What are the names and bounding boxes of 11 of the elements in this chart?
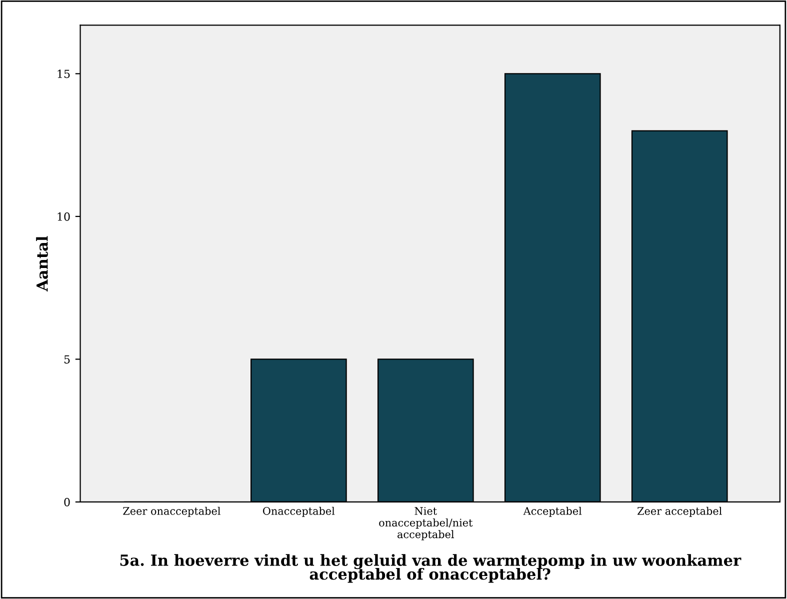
x-tick-label: Acceptabel <box>523 506 582 517</box>
y-tick-label: 5 <box>64 355 70 364</box>
y-tick-label: 0 <box>64 498 70 506</box>
y-tick-label: 15 <box>58 70 70 78</box>
x-tick-label: Onacceptabel <box>262 506 335 517</box>
x-tick-label: Niet onacceptabel/niet acceptabel <box>379 507 473 540</box>
y-axis-title: Aantal <box>36 236 48 292</box>
y-tick-label: 10 <box>58 212 70 221</box>
x-tick-label: Zeer acceptabel <box>638 506 722 517</box>
x-tick-label: Zeer onacceptabel <box>123 506 220 517</box>
x-axis-title: 5a. In hoeverre vindt u het geluid van de warmtepomp in uw woonkamer acceptabel of onacceptabel? <box>120 554 742 583</box>
